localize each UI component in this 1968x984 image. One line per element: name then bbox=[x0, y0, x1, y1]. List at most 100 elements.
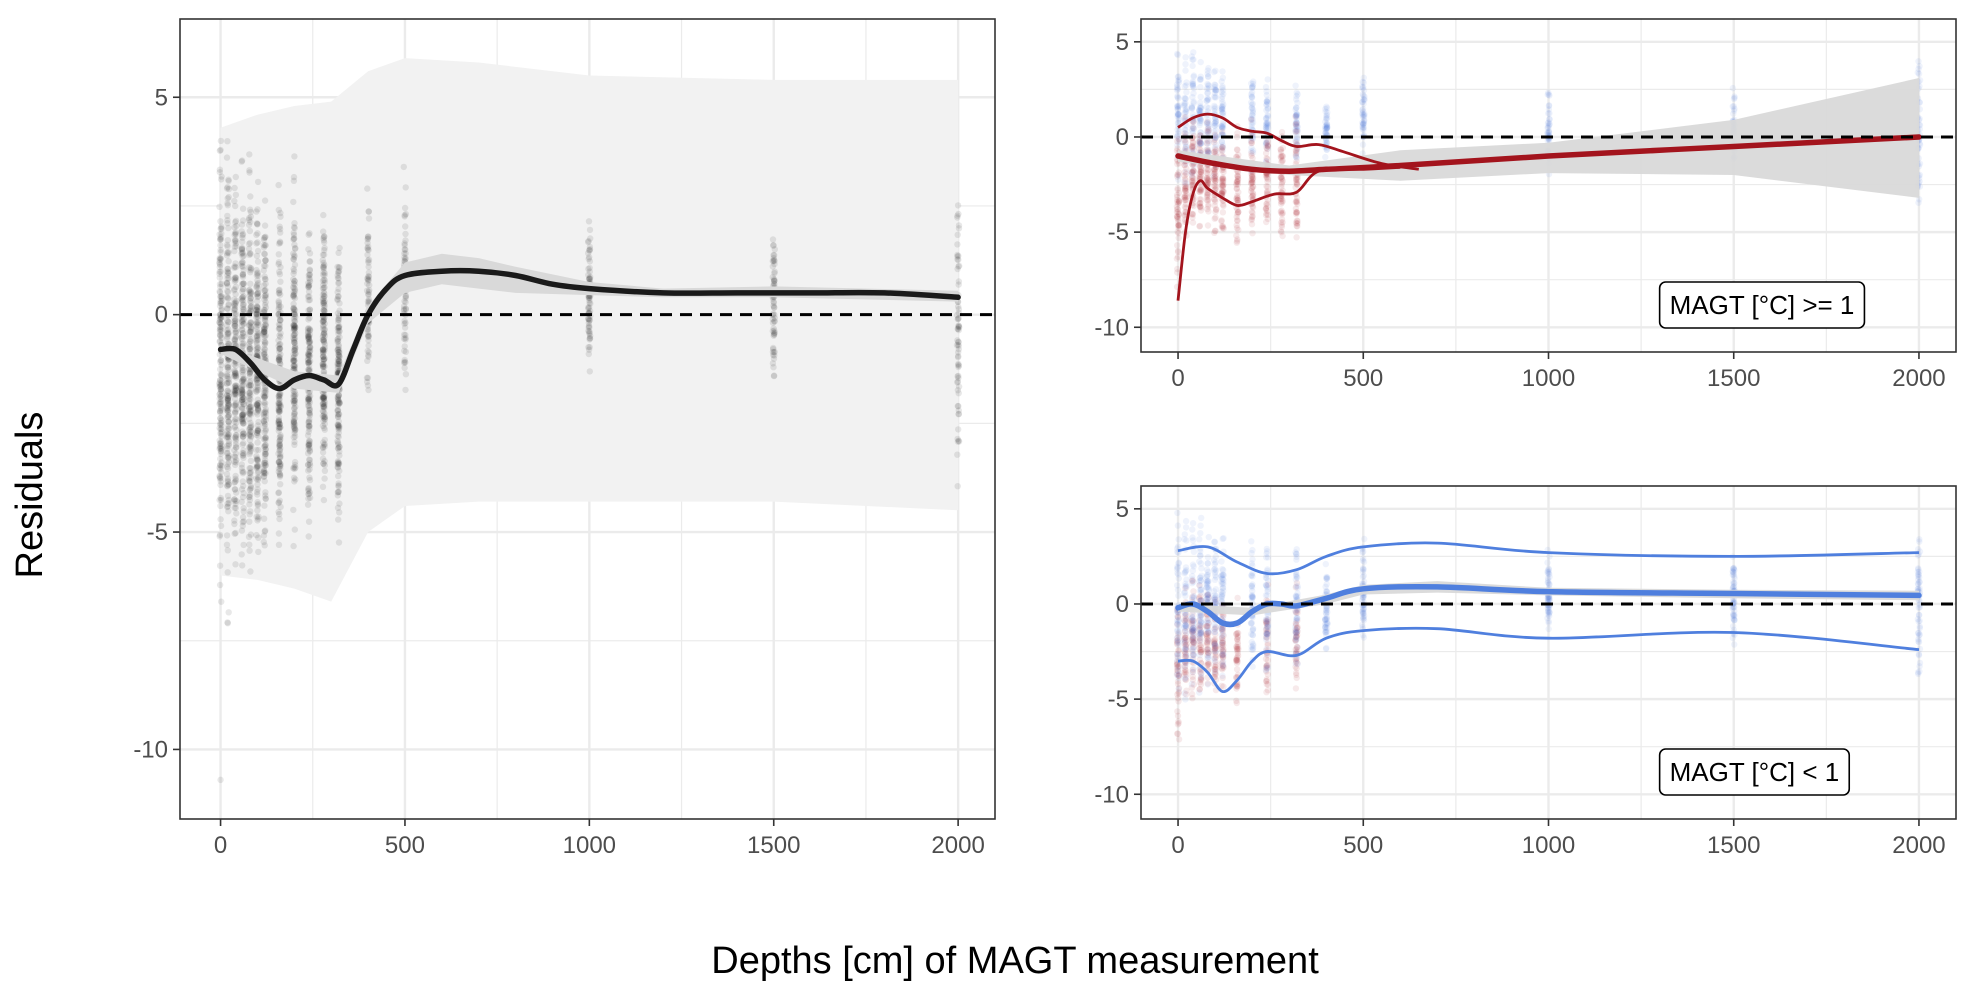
data-point bbox=[290, 357, 297, 365]
data-point bbox=[254, 379, 262, 387]
data-point bbox=[253, 332, 260, 339]
data-point bbox=[1292, 128, 1300, 135]
data-point bbox=[239, 368, 246, 376]
data-point bbox=[1233, 194, 1241, 201]
data-point bbox=[239, 377, 246, 385]
data-point bbox=[261, 222, 269, 229]
data-point bbox=[232, 409, 239, 416]
data-point bbox=[218, 361, 225, 369]
data-point bbox=[223, 434, 231, 441]
data-point bbox=[335, 268, 342, 275]
data-point bbox=[225, 258, 232, 265]
data-point bbox=[402, 255, 409, 262]
data-point bbox=[334, 463, 341, 471]
data-point bbox=[233, 510, 240, 517]
data-point bbox=[262, 332, 269, 339]
data-point bbox=[277, 460, 284, 468]
data-point bbox=[306, 230, 313, 237]
data-point bbox=[1197, 104, 1204, 112]
data-point bbox=[217, 468, 225, 476]
data-point bbox=[1360, 634, 1368, 641]
data-point bbox=[262, 322, 270, 330]
data-point bbox=[240, 433, 247, 440]
data-point bbox=[225, 408, 232, 415]
data-point bbox=[334, 274, 342, 282]
data-point bbox=[363, 287, 371, 294]
data-point bbox=[239, 296, 246, 304]
data-point bbox=[246, 493, 253, 501]
data-point bbox=[246, 346, 253, 353]
data-point bbox=[1190, 49, 1197, 56]
data-point bbox=[240, 280, 247, 287]
data-point bbox=[254, 515, 262, 522]
data-point bbox=[240, 518, 247, 525]
data-point bbox=[217, 430, 224, 437]
data-point bbox=[262, 304, 270, 311]
data-point bbox=[1277, 146, 1285, 154]
data-point bbox=[1189, 534, 1196, 541]
data-point bbox=[1292, 685, 1300, 692]
data-point bbox=[240, 482, 247, 490]
data-point bbox=[321, 399, 328, 406]
data-point bbox=[224, 395, 232, 402]
data-point bbox=[291, 411, 298, 418]
data-point bbox=[1197, 140, 1205, 147]
data-point bbox=[1323, 644, 1330, 652]
data-point bbox=[276, 473, 284, 480]
data-point bbox=[1182, 143, 1190, 150]
data-point bbox=[1175, 110, 1182, 118]
data-point bbox=[217, 399, 224, 406]
data-point bbox=[262, 256, 269, 264]
data-point bbox=[1189, 572, 1196, 580]
data-point bbox=[239, 428, 246, 435]
data-point bbox=[1175, 575, 1182, 582]
data-point bbox=[253, 320, 260, 328]
data-point bbox=[306, 306, 314, 313]
data-point bbox=[253, 463, 261, 471]
data-point bbox=[1204, 118, 1211, 126]
data-point bbox=[1248, 221, 1256, 228]
data-point bbox=[217, 283, 224, 291]
data-point bbox=[254, 469, 262, 477]
data-point bbox=[1197, 165, 1205, 173]
data-point bbox=[261, 346, 269, 353]
data-point bbox=[231, 373, 238, 380]
data-point bbox=[246, 449, 254, 456]
data-point bbox=[1182, 67, 1189, 74]
data-point bbox=[262, 317, 269, 325]
data-point bbox=[254, 304, 261, 312]
data-point bbox=[291, 235, 298, 242]
data-point bbox=[247, 208, 254, 216]
data-point bbox=[1263, 636, 1270, 643]
data-point bbox=[334, 402, 342, 409]
data-point bbox=[262, 286, 269, 294]
data-point bbox=[231, 263, 238, 270]
data-point bbox=[1233, 643, 1240, 651]
data-point bbox=[1174, 102, 1181, 110]
data-point bbox=[240, 401, 247, 408]
data-point bbox=[587, 235, 594, 242]
data-point bbox=[240, 252, 247, 259]
data-point bbox=[305, 441, 313, 448]
data-point bbox=[253, 306, 260, 314]
data-point bbox=[224, 395, 231, 402]
data-point bbox=[401, 204, 409, 212]
data-point bbox=[321, 272, 328, 279]
data-point bbox=[320, 356, 328, 363]
data-point bbox=[225, 379, 232, 386]
data-point bbox=[262, 233, 269, 240]
data-point bbox=[1233, 239, 1241, 246]
data-point bbox=[224, 387, 231, 395]
data-point bbox=[247, 367, 254, 375]
data-point bbox=[1233, 232, 1240, 239]
data-point bbox=[1175, 674, 1182, 682]
data-point bbox=[232, 402, 239, 410]
data-point bbox=[319, 353, 327, 360]
data-point bbox=[231, 184, 238, 192]
data-point bbox=[320, 337, 327, 344]
data-point bbox=[1545, 91, 1553, 98]
data-point bbox=[336, 352, 343, 359]
data-point bbox=[401, 250, 408, 257]
data-point bbox=[261, 421, 269, 428]
data-point bbox=[1263, 554, 1270, 561]
